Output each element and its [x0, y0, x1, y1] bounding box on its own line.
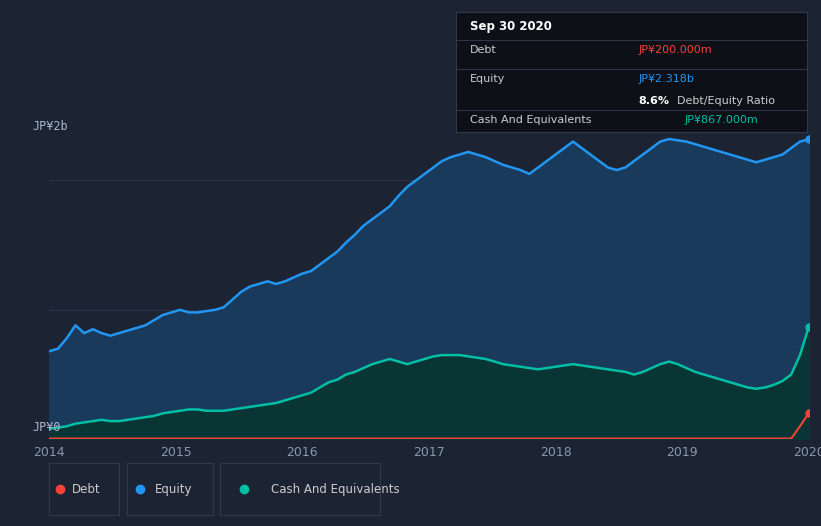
- Text: Debt: Debt: [71, 483, 100, 495]
- Text: Debt: Debt: [470, 45, 497, 55]
- Text: JP¥200.000m: JP¥200.000m: [639, 45, 712, 55]
- Text: 8.6%: 8.6%: [639, 96, 669, 106]
- Text: JP¥867.000m: JP¥867.000m: [684, 115, 758, 125]
- Text: JP¥0: JP¥0: [33, 421, 62, 433]
- Text: JP¥2.318b: JP¥2.318b: [639, 74, 695, 84]
- Text: Cash And Equivalents: Cash And Equivalents: [470, 115, 591, 125]
- Text: Sep 30 2020: Sep 30 2020: [470, 20, 552, 33]
- Text: Debt/Equity Ratio: Debt/Equity Ratio: [677, 96, 775, 106]
- Text: Cash And Equivalents: Cash And Equivalents: [271, 483, 400, 495]
- Text: JP¥2b: JP¥2b: [33, 120, 68, 133]
- Text: Equity: Equity: [470, 74, 505, 84]
- Text: Equity: Equity: [155, 483, 192, 495]
